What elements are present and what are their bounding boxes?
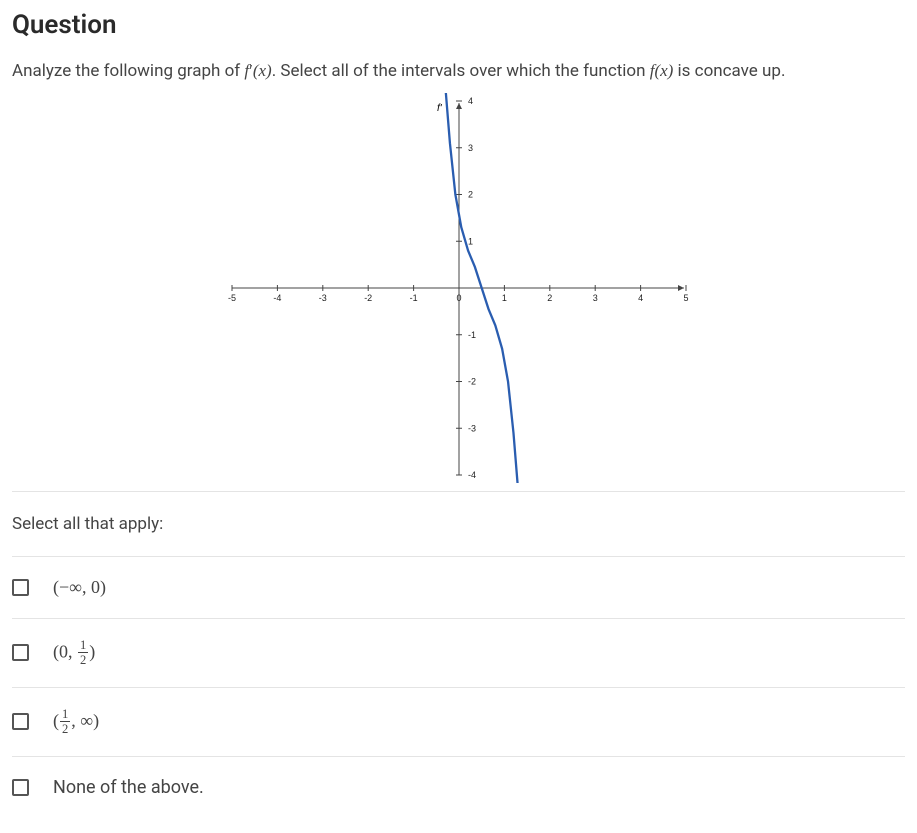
opt3-open: (	[53, 710, 59, 730]
svg-text:-4: -4	[468, 470, 476, 480]
svg-text:-5: -5	[227, 293, 235, 303]
prompt-text-mid: . Select all of the intervals over which…	[272, 61, 650, 81]
select-all-instruction: Select all that apply:	[12, 492, 905, 556]
svg-text:2: 2	[468, 189, 473, 199]
svg-text:1: 1	[501, 293, 506, 303]
option-row-4[interactable]: None of the above.	[12, 756, 905, 818]
opt2-open: (0,	[53, 641, 77, 661]
svg-text:4: 4	[468, 96, 473, 106]
option-row-2[interactable]: (0, 12)	[12, 618, 905, 687]
svg-text:3: 3	[592, 293, 597, 303]
svg-text:4: 4	[638, 293, 643, 303]
prompt-text-before: Analyze the following graph of	[12, 61, 244, 81]
option-label-3: (12, ∞)	[53, 708, 99, 736]
svg-text:-1: -1	[409, 293, 417, 303]
chart-container: -5 -4 -3 -2 -1 0 1 2 3 4 5 -4 -3 -2 -1 1 2 3 4 f'	[12, 93, 905, 483]
opt2-frac: 12	[78, 639, 88, 667]
svg-text:-2: -2	[364, 293, 372, 303]
prompt-text-after: is concave up.	[673, 61, 785, 81]
option-label-2: (0, 12)	[53, 639, 95, 667]
option-label-1: (−∞, 0)	[53, 577, 106, 598]
opt2-close: )	[89, 641, 95, 661]
svg-text:-2: -2	[468, 376, 476, 386]
option-row-3[interactable]: (12, ∞)	[12, 687, 905, 756]
checkbox-3[interactable]	[12, 713, 29, 730]
svg-text:f': f'	[437, 103, 443, 114]
option-row-1[interactable]: (−∞, 0)	[12, 556, 905, 618]
option-label-4: None of the above.	[53, 777, 204, 798]
prompt-expr2-x: (x)	[654, 61, 673, 80]
question-prompt: Analyze the following graph of f′(x). Se…	[12, 58, 905, 85]
opt3-frac: 12	[60, 708, 70, 736]
svg-text:3: 3	[468, 142, 473, 152]
prompt-expr1-x: (x)	[253, 61, 272, 80]
svg-text:2: 2	[547, 293, 552, 303]
svg-text:-3: -3	[468, 423, 476, 433]
fprime-graph: -5 -4 -3 -2 -1 0 1 2 3 4 5 -4 -3 -2 -1 1 2 3 4 f'	[224, 93, 694, 483]
checkbox-1[interactable]	[12, 579, 29, 596]
opt3-mid: , ∞)	[71, 710, 99, 730]
checkbox-4[interactable]	[12, 779, 29, 796]
svg-text:0: 0	[456, 293, 461, 303]
question-heading: Question	[12, 10, 905, 40]
checkbox-2[interactable]	[12, 644, 29, 661]
svg-text:-1: -1	[468, 329, 476, 339]
svg-text:-4: -4	[273, 293, 281, 303]
svg-text:5: 5	[683, 293, 688, 303]
svg-text:1: 1	[468, 236, 473, 246]
svg-text:-3: -3	[318, 293, 326, 303]
